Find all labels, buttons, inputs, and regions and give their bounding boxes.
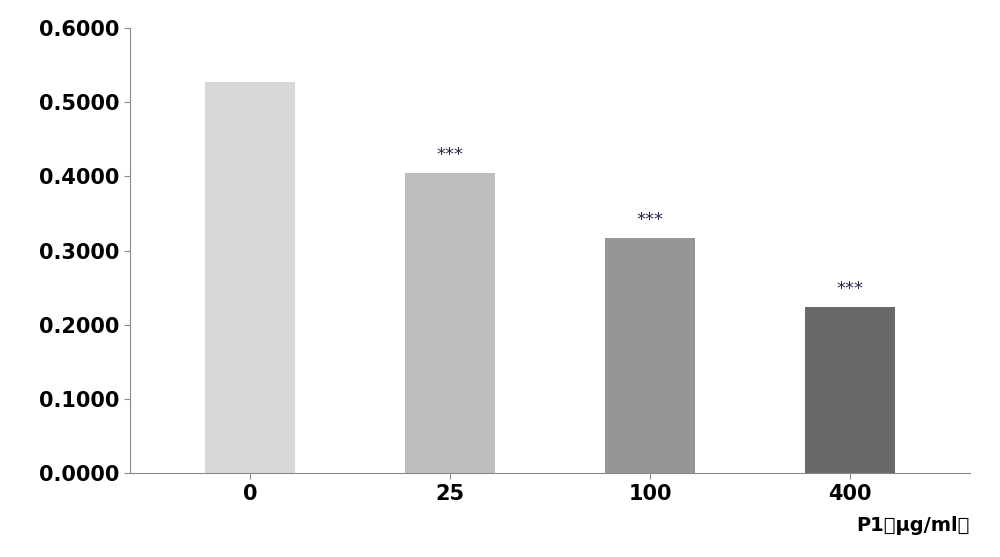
Text: ***: *** xyxy=(436,146,464,164)
Text: ***: *** xyxy=(836,280,864,298)
Bar xyxy=(405,173,495,473)
Bar xyxy=(805,307,895,473)
Text: ***: *** xyxy=(637,211,664,229)
Bar xyxy=(205,82,295,473)
Bar xyxy=(605,238,695,473)
Text: P1（μg/ml）: P1（μg/ml） xyxy=(857,516,970,535)
